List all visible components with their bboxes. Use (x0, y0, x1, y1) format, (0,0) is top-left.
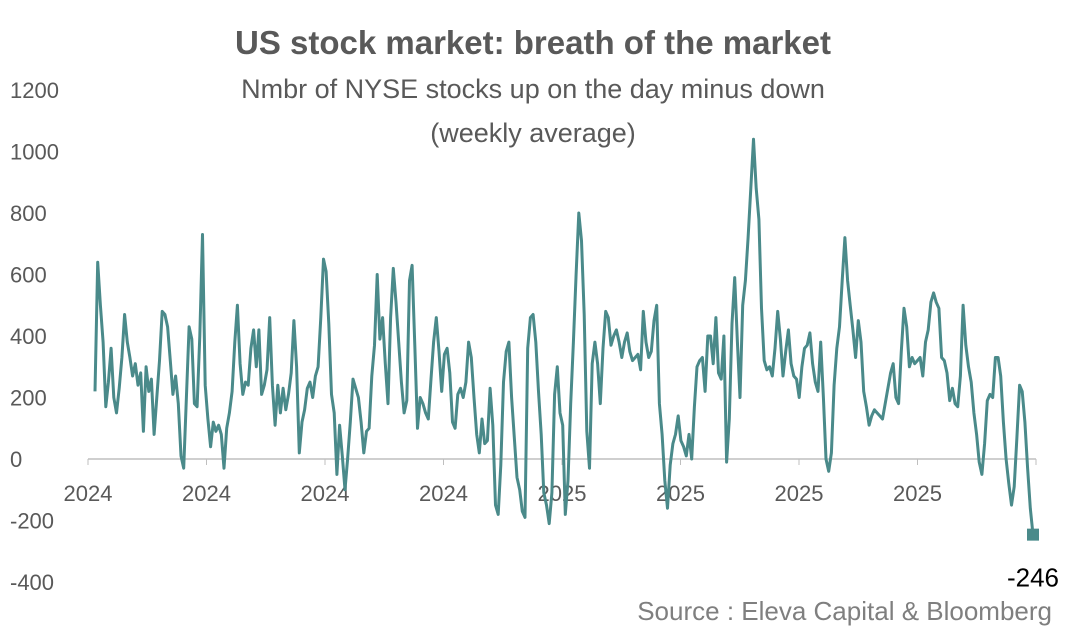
y-tick-label: 200 (10, 386, 47, 411)
x-tick-label: 2025 (656, 481, 705, 506)
y-tick-label: 600 (10, 263, 47, 288)
y-tick-label: 1200 (10, 78, 59, 103)
last-value-label: -246 (1007, 563, 1059, 593)
last-value-marker (1027, 528, 1039, 541)
x-tick-label: 2024 (301, 481, 350, 506)
source-note: Source : Eleva Capital & Bloomberg (637, 596, 1052, 626)
x-tick-label: 2025 (775, 481, 824, 506)
y-tick-label: -400 (10, 570, 54, 595)
y-tick-label: -200 (10, 509, 54, 534)
x-tick-label: 2025 (893, 481, 942, 506)
chart-subtitle-note: (weekly average) (430, 118, 636, 148)
series-line (93, 137, 1035, 535)
x-axis: 2024 2024 2024 2024 2025 2025 2025 2025 (64, 458, 1037, 506)
x-tick-label: 2024 (419, 481, 468, 506)
x-tick-label: 2024 (64, 481, 113, 506)
x-tick-label: 2024 (182, 481, 231, 506)
chart-subtitle: Nmbr of NYSE stocks up on the day minus … (241, 74, 825, 104)
y-tick-label: 1000 (10, 140, 59, 165)
y-tick-label: 0 (10, 447, 22, 472)
y-axis: -400 -200 0 200 400 600 800 1000 1200 (10, 78, 59, 595)
plot-area: -246 (93, 137, 1059, 593)
chart-title: US stock market: breath of the market (234, 24, 831, 61)
y-tick-label: 800 (10, 201, 47, 226)
y-tick-label: 400 (10, 324, 47, 349)
